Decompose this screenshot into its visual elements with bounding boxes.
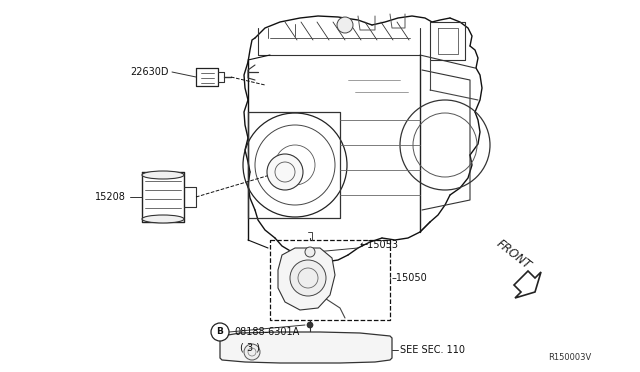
Text: 08188-6301A: 08188-6301A [234,327,300,337]
Circle shape [305,247,315,257]
Text: 22630D: 22630D [130,67,168,77]
Text: ←15053: ←15053 [360,240,399,250]
Polygon shape [220,332,392,363]
Circle shape [337,17,353,33]
Circle shape [307,322,313,328]
Ellipse shape [142,171,184,179]
Circle shape [290,260,326,296]
Text: FRONT: FRONT [494,238,534,272]
Circle shape [244,344,260,360]
Text: B: B [216,327,223,337]
Text: –15050: –15050 [392,273,428,283]
Ellipse shape [142,215,184,223]
Text: R150003V: R150003V [548,353,591,362]
Polygon shape [514,271,541,298]
Text: ( 3 ): ( 3 ) [240,342,260,352]
Circle shape [211,323,229,341]
Text: 15208: 15208 [95,192,126,202]
Text: SEE SEC. 110: SEE SEC. 110 [400,345,465,355]
Circle shape [267,154,303,190]
Polygon shape [278,248,335,310]
